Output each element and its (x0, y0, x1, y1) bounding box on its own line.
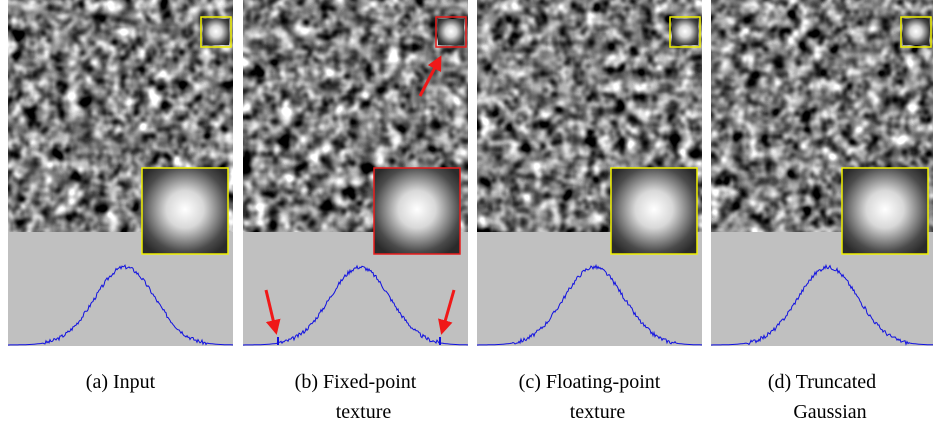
zoom-inset (374, 168, 460, 254)
small-zoom-source (672, 19, 698, 45)
caption: Gaussian (793, 401, 866, 423)
caption: texture (570, 401, 626, 423)
caption: texture (336, 401, 392, 423)
caption: (b) Fixed-point (295, 371, 417, 393)
small-zoom-source (903, 19, 929, 45)
panel: (d) Truncated Gaussian (711, 0, 933, 423)
caption: (c) Floating-point (519, 371, 661, 393)
small-zoom-source (203, 19, 229, 45)
panel: (c) Floating-point texture (477, 0, 702, 423)
zoom-inset (611, 168, 697, 254)
caption: (d) Truncated (768, 371, 876, 393)
panel: (a) Input (8, 0, 233, 393)
panel: (b) Fixed-point texture (243, 0, 468, 423)
figure: (a) Input(b) Fixed-pointtexture(c) Float… (0, 0, 933, 428)
zoom-inset (842, 168, 928, 254)
zoom-inset (142, 168, 228, 254)
caption: (a) Input (86, 371, 156, 393)
small-zoom-source (438, 19, 464, 45)
